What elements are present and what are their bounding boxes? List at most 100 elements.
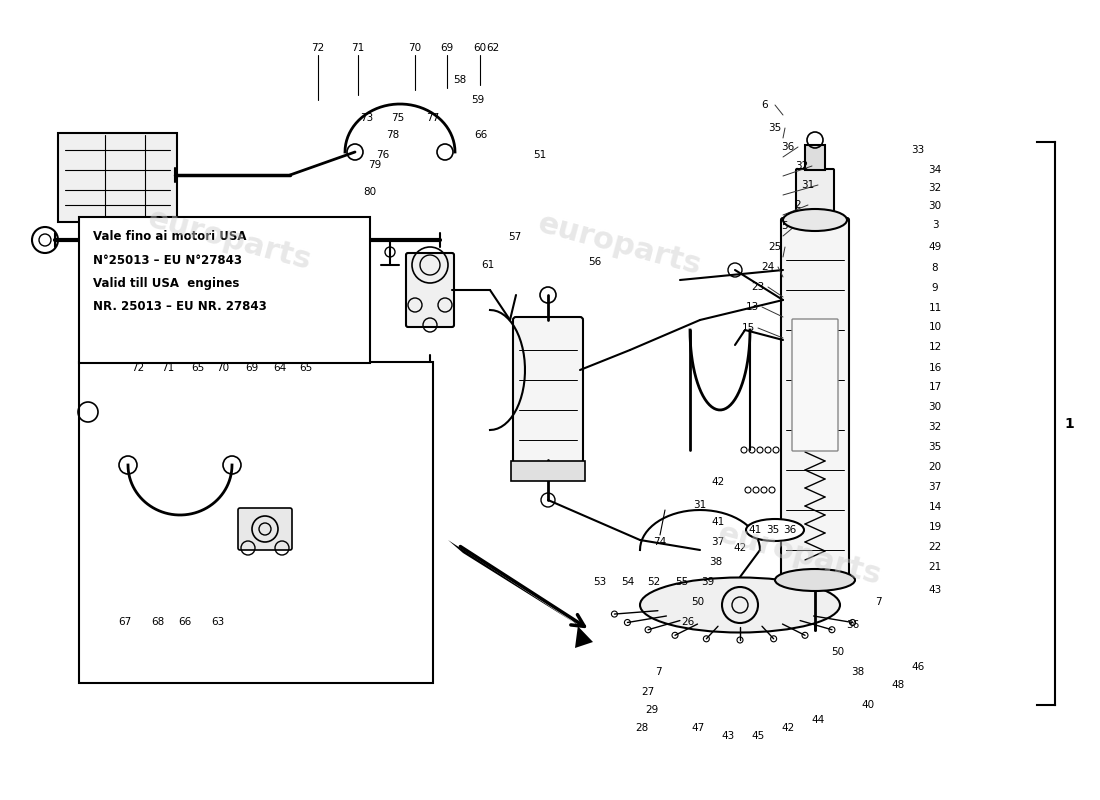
FancyBboxPatch shape <box>58 133 177 222</box>
Text: europarts: europarts <box>145 204 315 276</box>
Text: 44: 44 <box>812 715 825 725</box>
Text: 35: 35 <box>769 123 782 133</box>
Text: 51: 51 <box>534 150 547 160</box>
Text: 68: 68 <box>152 617 165 627</box>
Text: 59: 59 <box>472 95 485 105</box>
FancyBboxPatch shape <box>805 145 825 170</box>
Text: 19: 19 <box>928 522 942 532</box>
Text: 64: 64 <box>274 363 287 373</box>
Text: 3: 3 <box>932 220 938 230</box>
Text: 50: 50 <box>832 647 845 657</box>
Text: 71: 71 <box>162 363 175 373</box>
FancyBboxPatch shape <box>796 169 834 221</box>
Text: 14: 14 <box>928 502 942 512</box>
Text: 22: 22 <box>928 542 942 552</box>
Polygon shape <box>448 540 593 648</box>
Text: 21: 21 <box>928 562 942 572</box>
Ellipse shape <box>776 569 855 591</box>
Text: 12: 12 <box>928 342 942 352</box>
Text: 67: 67 <box>119 617 132 627</box>
FancyBboxPatch shape <box>238 508 292 550</box>
Text: 74: 74 <box>653 537 667 547</box>
Text: 54: 54 <box>621 577 635 587</box>
Ellipse shape <box>640 578 840 633</box>
Text: 28: 28 <box>636 723 649 733</box>
Ellipse shape <box>746 519 804 541</box>
Text: 36: 36 <box>783 525 796 535</box>
Text: 66: 66 <box>474 130 487 140</box>
Text: 17: 17 <box>928 382 942 392</box>
FancyBboxPatch shape <box>781 218 849 582</box>
Text: 70: 70 <box>408 43 421 53</box>
Text: 30: 30 <box>928 201 942 211</box>
Text: 33: 33 <box>912 145 925 155</box>
Text: NR. 25013 – EU NR. 27843: NR. 25013 – EU NR. 27843 <box>94 299 266 313</box>
Text: 42: 42 <box>781 723 794 733</box>
Text: 16: 16 <box>928 363 942 373</box>
Text: 69: 69 <box>440 43 453 53</box>
Text: 35: 35 <box>767 525 780 535</box>
Text: 11: 11 <box>928 303 942 313</box>
Text: 34: 34 <box>928 165 942 175</box>
Text: 57: 57 <box>508 232 521 242</box>
Text: 47: 47 <box>692 723 705 733</box>
FancyBboxPatch shape <box>512 461 585 481</box>
Text: 80: 80 <box>363 187 376 197</box>
Text: 72: 72 <box>311 43 324 53</box>
Text: 43: 43 <box>722 731 735 741</box>
Text: 10: 10 <box>928 322 942 332</box>
Text: 53: 53 <box>593 577 606 587</box>
FancyBboxPatch shape <box>792 319 838 451</box>
Text: 37: 37 <box>712 537 725 547</box>
Text: 38: 38 <box>851 667 865 677</box>
Text: 23: 23 <box>751 282 764 292</box>
Text: 71: 71 <box>351 43 364 53</box>
Text: 49: 49 <box>928 242 942 252</box>
Text: 15: 15 <box>741 323 755 333</box>
Text: 2: 2 <box>794 200 801 210</box>
Text: 73: 73 <box>361 113 374 123</box>
Text: 77: 77 <box>427 113 440 123</box>
Text: 43: 43 <box>928 585 942 595</box>
Text: 41: 41 <box>712 517 725 527</box>
Text: 36: 36 <box>846 620 859 630</box>
Text: 26: 26 <box>681 617 694 627</box>
Text: 69: 69 <box>245 363 258 373</box>
Text: 5: 5 <box>782 221 789 231</box>
Text: Vale fino ai motori USA: Vale fino ai motori USA <box>94 230 246 243</box>
Text: 38: 38 <box>710 557 723 567</box>
Text: 45: 45 <box>751 731 764 741</box>
Text: 72: 72 <box>131 363 144 373</box>
Text: Valid till USA  engines: Valid till USA engines <box>94 277 240 290</box>
Text: 65: 65 <box>299 363 312 373</box>
FancyBboxPatch shape <box>406 253 454 327</box>
Text: 9: 9 <box>932 283 938 293</box>
Text: europarts: europarts <box>715 519 886 590</box>
Text: 66: 66 <box>178 617 191 627</box>
Text: 52: 52 <box>648 577 661 587</box>
Text: 56: 56 <box>588 257 602 267</box>
Text: 42: 42 <box>712 477 725 487</box>
FancyBboxPatch shape <box>79 217 370 363</box>
Text: 79: 79 <box>368 160 382 170</box>
FancyArrowPatch shape <box>460 546 584 626</box>
Text: 31: 31 <box>802 180 815 190</box>
Text: 46: 46 <box>912 662 925 672</box>
Text: 24: 24 <box>761 262 774 272</box>
Text: 62: 62 <box>486 43 499 53</box>
Text: 50: 50 <box>692 597 705 607</box>
Text: 42: 42 <box>734 543 747 553</box>
Text: 65: 65 <box>191 363 205 373</box>
Ellipse shape <box>783 209 847 231</box>
Text: 7: 7 <box>654 667 661 677</box>
Text: 75: 75 <box>392 113 405 123</box>
Text: 55: 55 <box>675 577 689 587</box>
FancyBboxPatch shape <box>513 317 583 463</box>
Text: 60: 60 <box>473 43 486 53</box>
Text: 6: 6 <box>761 100 768 110</box>
Text: 7: 7 <box>874 597 881 607</box>
Text: 29: 29 <box>646 705 659 715</box>
Text: 20: 20 <box>928 462 942 472</box>
Text: 39: 39 <box>702 577 715 587</box>
Text: 40: 40 <box>861 700 875 710</box>
